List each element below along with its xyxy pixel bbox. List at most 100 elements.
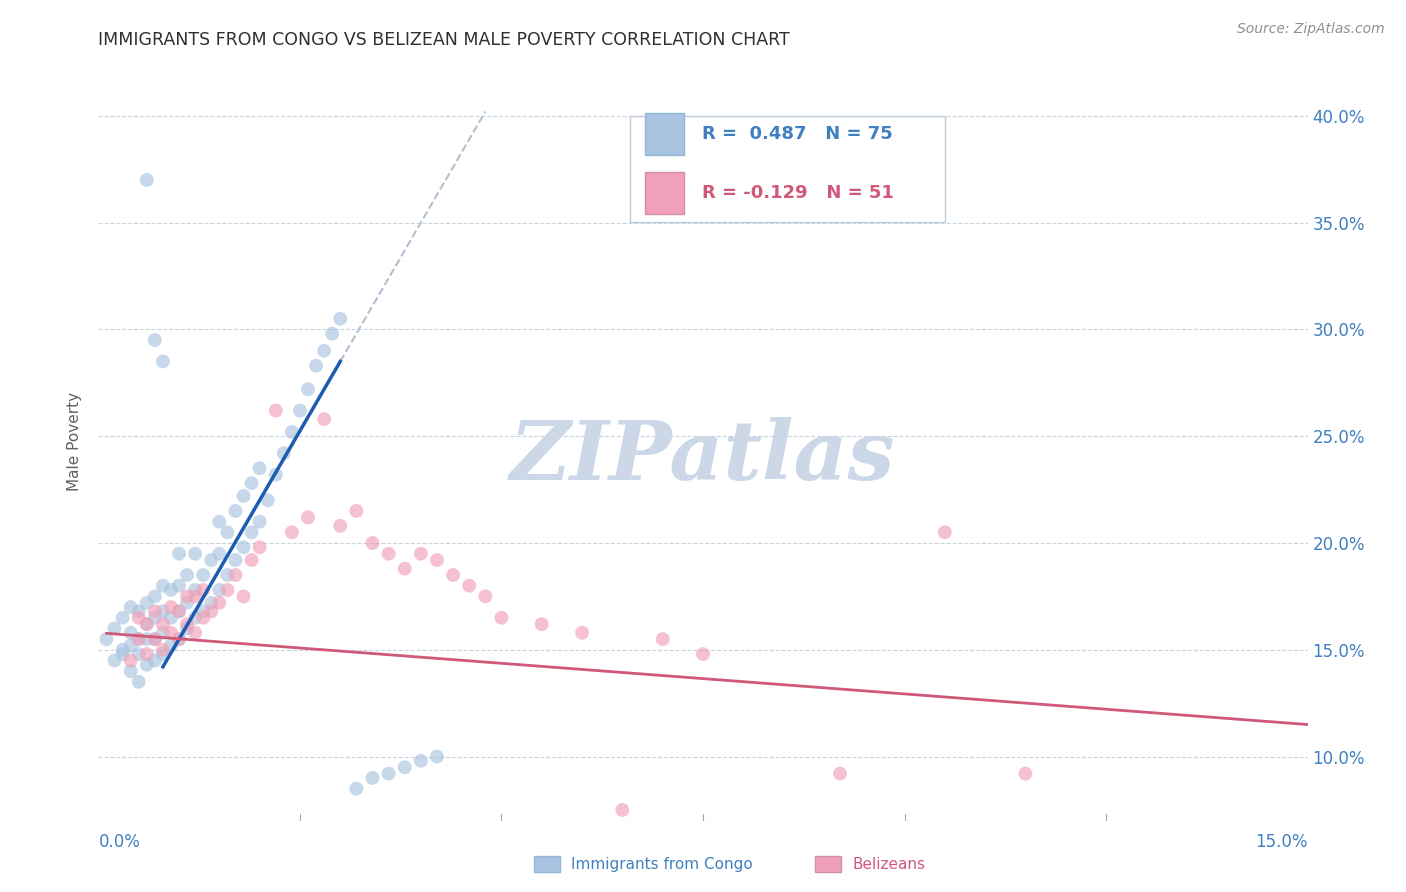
Point <box>217 568 239 582</box>
Point <box>152 579 174 593</box>
Point <box>103 824 125 838</box>
Text: R =  0.487   N = 75: R = 0.487 N = 75 <box>702 125 893 143</box>
Point <box>305 359 328 373</box>
Point <box>143 611 166 625</box>
Point <box>297 510 319 524</box>
Point <box>152 604 174 618</box>
Point <box>152 354 174 368</box>
Point <box>224 568 246 582</box>
Point <box>184 590 207 604</box>
Point <box>160 611 183 625</box>
Point <box>167 604 190 618</box>
Point <box>167 604 190 618</box>
Point <box>193 604 215 618</box>
Point <box>167 579 190 593</box>
Point <box>344 781 367 796</box>
Point <box>240 553 263 567</box>
Point <box>426 553 449 567</box>
Point <box>200 596 222 610</box>
Point <box>612 803 634 817</box>
Point <box>200 604 222 618</box>
Point <box>934 525 956 540</box>
Point <box>692 647 714 661</box>
Point <box>152 647 174 661</box>
Point <box>184 611 207 625</box>
Point <box>128 647 150 661</box>
Point <box>232 489 254 503</box>
Point <box>111 647 134 661</box>
Point <box>208 515 231 529</box>
Point <box>176 617 198 632</box>
Point <box>208 582 231 597</box>
Point <box>135 617 157 632</box>
Point <box>474 590 496 604</box>
Point <box>329 519 352 533</box>
Point <box>176 622 198 636</box>
Point <box>103 653 125 667</box>
Point <box>321 326 343 341</box>
Point <box>128 674 150 689</box>
Point <box>120 664 142 678</box>
Point <box>184 625 207 640</box>
Point <box>828 766 851 780</box>
Point <box>329 311 352 326</box>
Point <box>135 657 157 672</box>
Bar <box>645 113 683 155</box>
Point <box>217 525 239 540</box>
Point <box>111 611 134 625</box>
Point <box>176 596 198 610</box>
Point <box>167 547 190 561</box>
Point <box>314 412 336 426</box>
Point <box>143 632 166 646</box>
Point <box>530 617 553 632</box>
Point <box>377 547 399 561</box>
Point <box>167 632 190 646</box>
Point <box>135 596 157 610</box>
Point <box>143 604 166 618</box>
Point <box>128 604 150 618</box>
Point <box>128 632 150 646</box>
Point <box>281 425 304 439</box>
Point <box>200 553 222 567</box>
Point <box>193 582 215 597</box>
Point <box>143 333 166 347</box>
Point <box>288 403 311 417</box>
Point <box>249 515 271 529</box>
Point <box>232 541 254 555</box>
Point <box>143 653 166 667</box>
Point <box>394 561 416 575</box>
Point <box>409 547 432 561</box>
Point <box>361 771 384 785</box>
Point <box>160 600 183 615</box>
Point <box>96 632 118 646</box>
Point <box>314 343 336 358</box>
Point <box>152 617 174 632</box>
Point <box>409 754 432 768</box>
Point <box>120 653 142 667</box>
Point <box>103 622 125 636</box>
Point <box>143 590 166 604</box>
Point <box>193 568 215 582</box>
Point <box>441 568 464 582</box>
FancyBboxPatch shape <box>630 115 945 221</box>
Point <box>135 647 157 661</box>
Point <box>135 173 157 187</box>
Point <box>426 749 449 764</box>
Point <box>491 611 513 625</box>
Text: Source: ZipAtlas.com: Source: ZipAtlas.com <box>1237 22 1385 37</box>
Point <box>176 590 198 604</box>
Point <box>160 625 183 640</box>
Text: Belizeans: Belizeans <box>852 857 925 871</box>
Text: ZIPatlas: ZIPatlas <box>510 417 896 497</box>
Point <box>152 642 174 657</box>
Point <box>184 582 207 597</box>
Point <box>120 600 142 615</box>
Point <box>208 547 231 561</box>
Point <box>152 625 174 640</box>
Y-axis label: Male Poverty: Male Poverty <box>67 392 83 491</box>
Text: R = -0.129   N = 51: R = -0.129 N = 51 <box>702 185 894 202</box>
Point <box>344 504 367 518</box>
Point <box>167 632 190 646</box>
Point <box>111 824 134 838</box>
Point <box>264 403 287 417</box>
